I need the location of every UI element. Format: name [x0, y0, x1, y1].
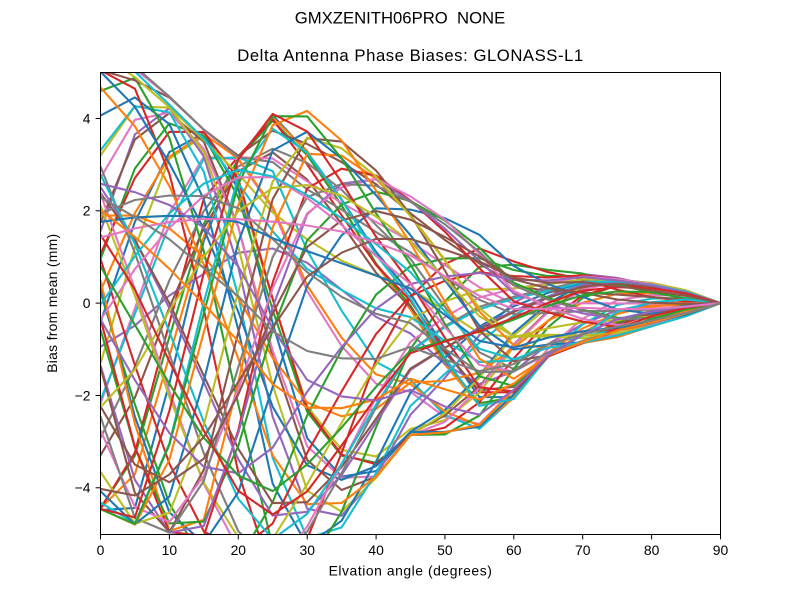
svg-text:Delta Antenna Phase Biases: GL: Delta Antenna Phase Biases: GLONASS-L1 [237, 46, 584, 65]
svg-text:GMXZENITH06PRO NONE: GMXZENITH06PRO NONE [295, 9, 505, 28]
svg-text:4: 4 [83, 110, 91, 126]
svg-text:50: 50 [437, 542, 453, 558]
svg-text:0: 0 [97, 542, 105, 558]
svg-text:90: 90 [713, 542, 729, 558]
svg-text:Elvation angle (degrees): Elvation angle (degrees) [329, 563, 493, 579]
svg-text:10: 10 [162, 542, 178, 558]
svg-text:2: 2 [83, 203, 91, 219]
svg-text:−2: −2 [75, 387, 91, 403]
svg-text:40: 40 [368, 542, 384, 558]
svg-text:0: 0 [83, 295, 91, 311]
svg-text:70: 70 [575, 542, 591, 558]
svg-text:80: 80 [644, 542, 660, 558]
svg-text:−4: −4 [75, 480, 91, 496]
svg-text:30: 30 [299, 542, 315, 558]
svg-text:60: 60 [506, 542, 522, 558]
svg-text:20: 20 [231, 542, 247, 558]
svg-text:Bias from mean (mm): Bias from mean (mm) [44, 234, 60, 373]
